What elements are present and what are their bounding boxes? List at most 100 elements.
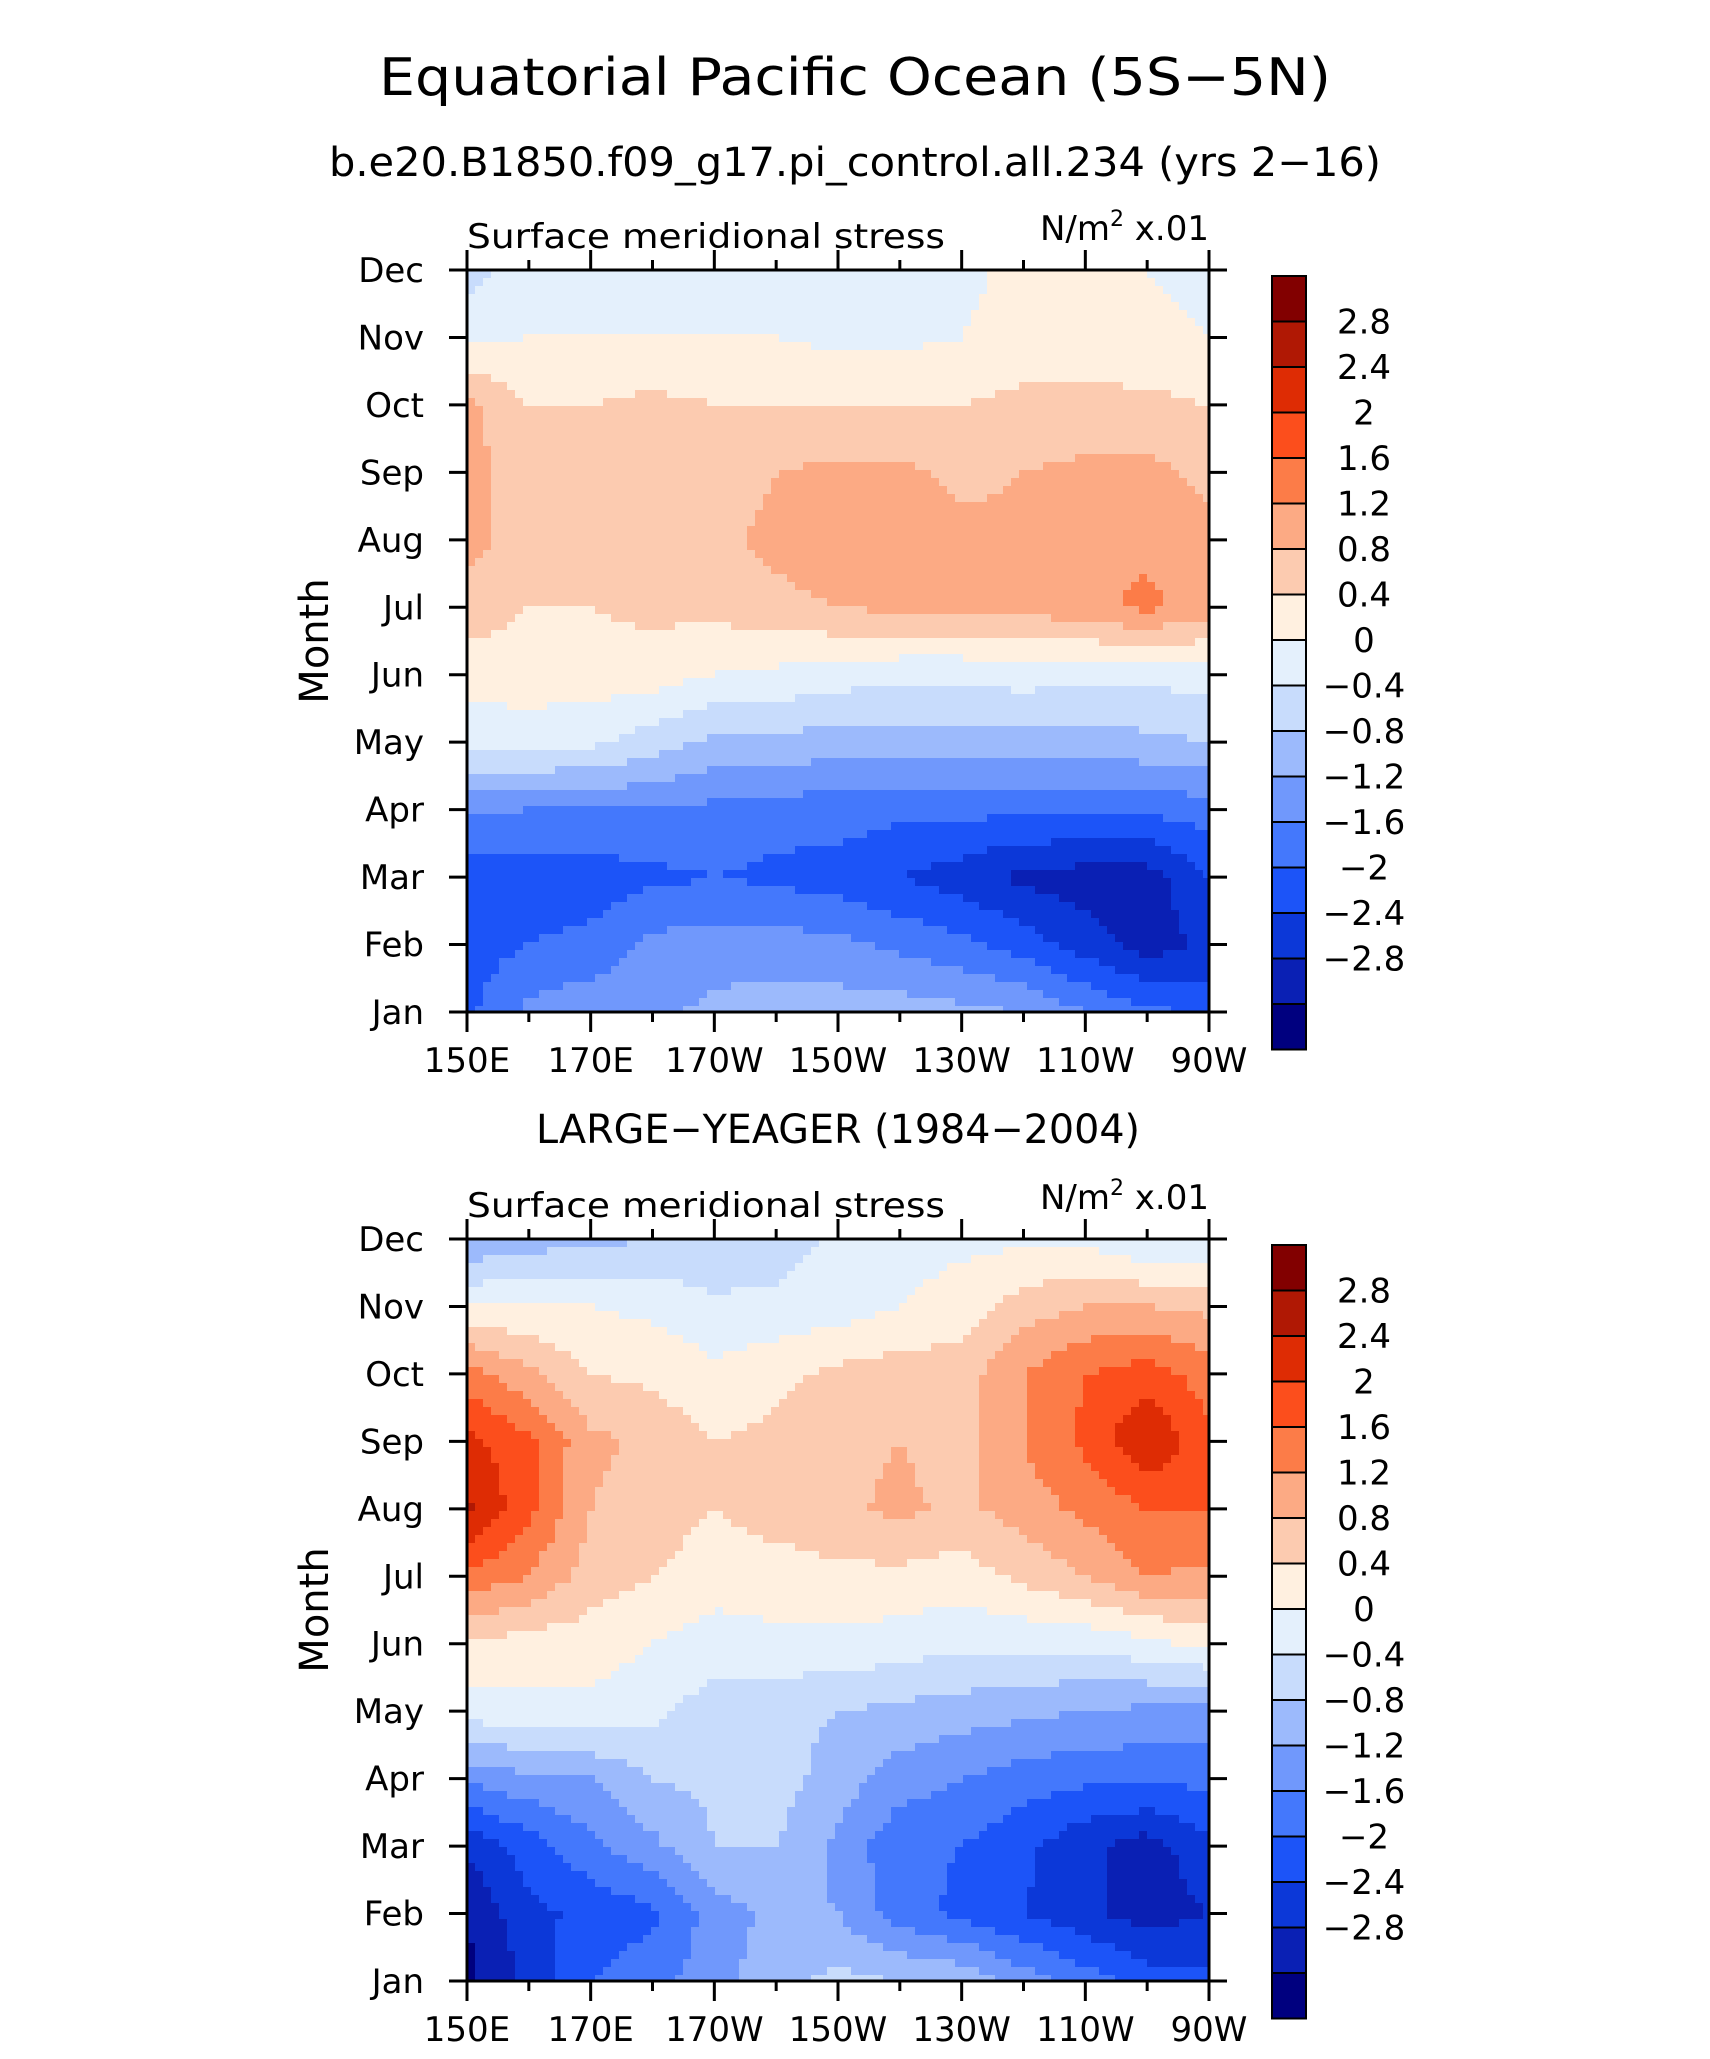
field-cell — [595, 398, 604, 407]
field-cell — [491, 678, 500, 687]
field-cell — [627, 486, 636, 495]
field-cell — [883, 926, 892, 935]
field-cell — [875, 958, 884, 967]
field-cell — [739, 670, 748, 679]
field-cell — [667, 294, 676, 303]
field-cell — [523, 510, 532, 519]
field-cell — [795, 462, 804, 471]
field-cell — [499, 566, 508, 575]
field-cell — [499, 918, 508, 927]
field-cell — [619, 694, 628, 703]
field-cell — [667, 934, 676, 943]
field-cell — [547, 270, 556, 279]
field-cell — [571, 270, 580, 279]
field-cell — [811, 614, 820, 623]
field-cell — [707, 886, 716, 895]
field-cell — [875, 494, 884, 503]
field-cell — [627, 630, 636, 639]
field-cell — [803, 918, 812, 927]
field-cell — [547, 678, 556, 687]
field-cell — [859, 350, 868, 359]
field-cell — [603, 846, 612, 855]
field-cell — [859, 942, 868, 951]
field-cell — [691, 502, 700, 511]
field-cell — [539, 878, 548, 887]
field-cell — [539, 654, 548, 663]
field-cell — [635, 286, 644, 295]
field-cell — [723, 270, 732, 279]
field-cell — [667, 526, 676, 535]
field-cell — [707, 806, 716, 815]
field-cell — [707, 742, 716, 751]
field-cell — [547, 534, 556, 543]
field-cell — [883, 342, 892, 351]
field-cell — [851, 774, 860, 783]
field-cell — [667, 830, 676, 839]
field-cell — [571, 286, 580, 295]
field-cell — [507, 526, 516, 535]
field-cell — [731, 422, 740, 431]
field-cell — [755, 390, 764, 399]
field-cell — [755, 910, 764, 919]
field-cell — [723, 870, 732, 879]
field-cell — [779, 966, 788, 975]
field-cell — [715, 846, 724, 855]
field-cell — [787, 382, 796, 391]
field-cell — [875, 966, 884, 975]
field-cell — [699, 974, 708, 983]
field-cell — [667, 470, 676, 479]
field-cell — [643, 366, 652, 375]
field-cell — [667, 990, 676, 999]
field-cell — [779, 814, 788, 823]
field-cell — [755, 414, 764, 423]
field-cell — [603, 606, 612, 615]
field-cell — [491, 990, 500, 999]
field-cell — [731, 878, 740, 887]
field-cell — [779, 398, 788, 407]
field-cell — [747, 494, 756, 503]
field-cell — [587, 558, 596, 567]
field-cell — [555, 270, 564, 279]
field-cell — [667, 870, 676, 879]
field-cell — [731, 774, 740, 783]
field-cell — [795, 518, 804, 527]
field-cell — [483, 998, 492, 1007]
field-cell — [659, 750, 668, 759]
field-cell — [499, 318, 508, 327]
field-cell — [531, 518, 540, 527]
field-cell — [763, 758, 772, 767]
field-cell — [595, 518, 604, 527]
field-cell — [475, 790, 484, 799]
field-cell — [779, 502, 788, 511]
field-cell — [755, 998, 764, 1007]
field-cell — [819, 494, 828, 503]
field-cell — [643, 854, 652, 863]
field-cell — [651, 742, 660, 751]
field-cell — [531, 718, 540, 727]
field-cell — [851, 1006, 860, 1012]
field-cell — [827, 846, 836, 855]
field-cell — [835, 982, 844, 991]
field-cell — [835, 726, 844, 735]
field-cell — [867, 662, 876, 671]
field-cell — [739, 718, 748, 727]
field-cell — [667, 918, 676, 927]
field-cell — [611, 918, 620, 927]
field-cell — [579, 678, 588, 687]
field-cell — [811, 582, 820, 591]
field-cell — [627, 878, 636, 887]
field-cell — [699, 806, 708, 815]
field-cell — [859, 590, 868, 599]
field-cell — [739, 630, 748, 639]
field-cell — [755, 358, 764, 367]
field-cell — [675, 974, 684, 983]
field-cell — [603, 374, 612, 383]
field-cell — [539, 342, 548, 351]
field-cell — [875, 894, 884, 903]
field-cell — [787, 566, 796, 575]
field-cell — [715, 902, 724, 911]
field-cell — [507, 854, 516, 863]
field-cell — [835, 286, 844, 295]
field-cell — [523, 878, 532, 887]
field-cell — [699, 798, 708, 807]
